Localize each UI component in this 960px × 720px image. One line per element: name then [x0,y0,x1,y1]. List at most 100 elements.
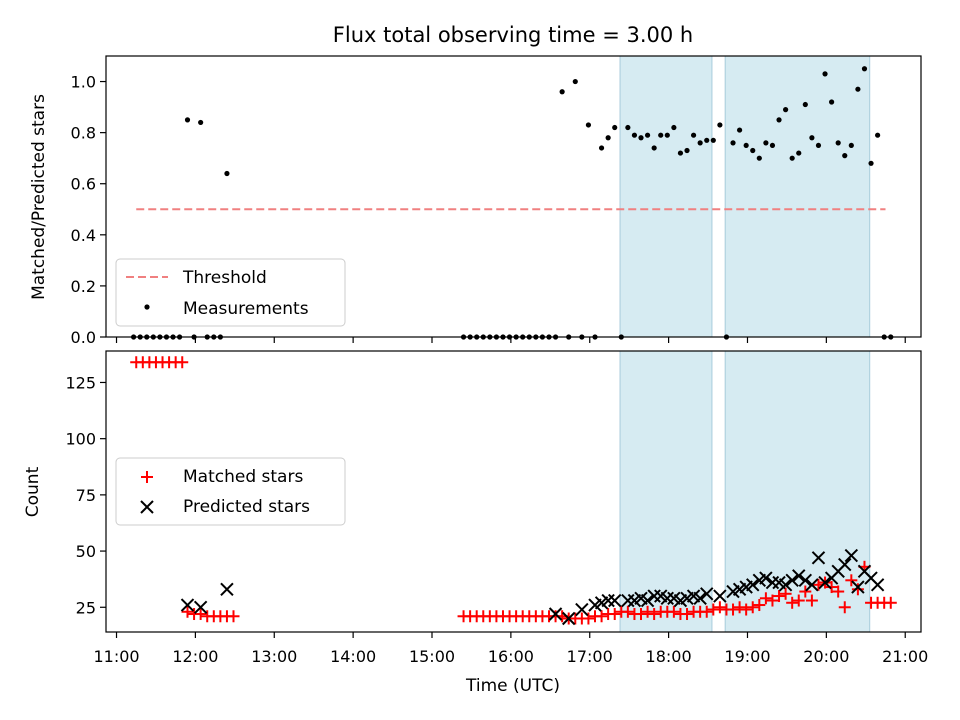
predicted-star-point [805,578,819,592]
predicted-star-point [759,571,773,585]
predicted-star-point [713,589,727,603]
predicted-star-point [746,578,760,592]
bottom-xtick-label: 19:00 [724,647,770,666]
measurement-point [789,155,795,161]
bottom-legend: Matched stars Predicted stars [115,457,346,526]
matched-star-point [799,585,812,598]
bottom-xtick-label: 21:00 [882,647,928,666]
top-ytick-label: 0.2 [71,277,96,296]
matched-star-point [733,601,746,614]
legend-predicted-label: Predicted stars [183,497,310,517]
predicted-star-point [778,578,793,592]
predicted-star-point [765,575,780,590]
measurement-point [684,147,690,154]
matched-star-point [727,603,740,616]
top-ytick-label: 0.4 [71,226,96,245]
measurement-point [809,135,815,141]
predicted-star-point [193,600,208,614]
bottom-xtick-label: 11:00 [93,647,139,666]
legend-measurements-swatch [144,304,150,310]
bottom-ytick-label: 100 [65,430,96,449]
top-ytick-label: 0.8 [71,124,96,143]
matched-star-point [608,608,621,621]
matched-star-point [595,610,608,623]
matched-star-point [667,605,680,618]
matched-star-point [713,601,726,614]
measurement-point [783,107,789,113]
top-legend-box [115,258,346,327]
predicted-star-point [693,591,707,605]
measurement-point [855,86,861,92]
bottom-ytick-label: 25 [76,598,96,617]
measurement-point [710,137,716,143]
bottom-xtick-label: 12:00 [172,647,218,666]
shaded-span [724,55,871,338]
bottom-xtick-label: 18:00 [646,647,692,666]
bottom-xtick-label: 16:00 [488,647,534,666]
predicted-star-point [180,598,195,612]
bottom-panel: 25 50 75 100 125 11:00 12:00 13:00 14:00 15:00 16… [23,350,928,696]
predicted-star-point [575,602,589,617]
measurement-point [829,99,835,105]
measurement-point [861,66,868,72]
predicted-star-point [851,580,865,594]
legend-measurements-label: Measurements [183,299,309,319]
measurement-point [763,140,769,146]
measurement-point [677,150,684,156]
matched-star-point [227,610,240,623]
measurement-point [631,132,638,138]
matched-star-point [176,356,189,369]
predicted-star-point [647,589,661,603]
measurement-point [690,132,697,138]
measurement-point [815,142,822,149]
measurement-point [644,132,651,138]
matched-star-point [746,601,759,614]
measurement-point [875,132,881,138]
measurement-point [198,119,204,126]
top-ytick-label: 0.6 [71,175,96,194]
predicted-star-point [640,593,655,608]
chart-title: Flux total observing time = 3.00 h [333,23,693,47]
measurement-point [835,140,841,146]
bottom-plot-frame [105,350,922,633]
matched-star-point [766,594,779,607]
bottom-count-points [130,356,897,626]
predicted-star-point [608,593,622,608]
matched-star-point [805,594,818,607]
predicted-star-point [700,587,714,601]
top-legend: Threshold Measurements [115,258,346,327]
bottom-ytick-label: 75 [76,486,96,505]
matched-star-point [779,587,792,600]
top-panel: 0.0 0.2 0.4 0.6 0.8 1.0 Matched/Predicted sta… [29,55,922,347]
shaded-span [619,350,713,633]
top-x-axis-ticks [115,337,906,343]
top-plot-frame [105,55,922,338]
bottom-ytick-label: 50 [76,542,96,561]
measurement-point [638,135,644,141]
measurement-point [664,132,670,138]
measurement-point [802,101,808,108]
predicted-star-point [220,582,234,596]
measurement-point [796,150,802,156]
legend-matched-label: Matched stars [183,467,303,487]
matched-star-point [759,592,772,605]
predicted-star-point [621,593,635,608]
matched-star-point [635,608,648,621]
predicted-star-point [838,557,852,572]
bottom-xtick-label: 13:00 [251,647,297,666]
measurement-point [697,140,703,146]
measurement-point [572,78,578,85]
measurement-point [585,122,592,128]
matched-star-point [825,581,838,594]
measurement-point [704,137,710,143]
predicted-star-point [818,575,832,590]
bottom-legend-box [115,457,346,526]
matched-star-point [681,608,694,621]
measurement-point [598,145,605,151]
measurement-point [743,142,749,149]
legend-threshold-label: Threshold [182,268,267,288]
measurement-point [848,142,854,149]
measurement-point [769,142,776,149]
measurement-point [625,124,631,131]
matched-star-point [641,605,654,618]
